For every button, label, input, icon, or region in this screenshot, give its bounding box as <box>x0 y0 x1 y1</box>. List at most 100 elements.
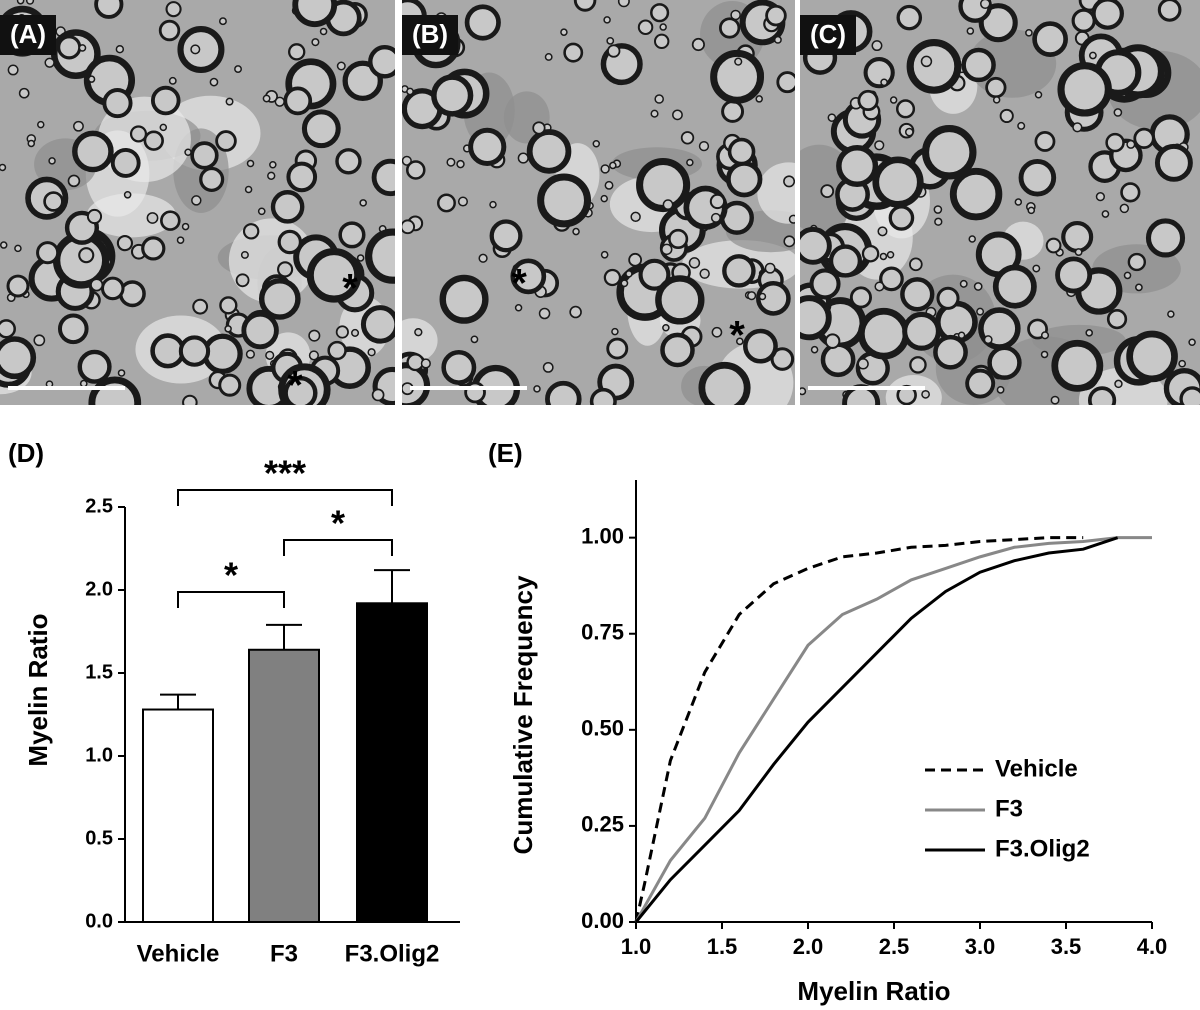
axon <box>809 268 841 300</box>
axon <box>743 328 778 364</box>
x-tick-label: 1.5 <box>707 934 738 959</box>
axon <box>336 61 346 71</box>
micrograph <box>402 0 795 405</box>
panel-label-bg <box>800 15 856 55</box>
axon <box>1074 248 1083 257</box>
axon <box>563 42 584 63</box>
axon <box>538 307 551 320</box>
axon <box>1014 198 1023 206</box>
asterisk: * <box>511 262 527 306</box>
series-line <box>634 536 1152 923</box>
axon <box>889 96 898 104</box>
micrograph <box>800 0 1200 405</box>
axon <box>691 37 705 52</box>
axon <box>886 251 895 259</box>
axon <box>1051 339 1104 392</box>
axon <box>756 281 791 316</box>
axon <box>820 184 835 198</box>
axon <box>1034 90 1043 99</box>
axon <box>824 333 841 349</box>
axon <box>709 193 726 210</box>
axon <box>464 4 501 41</box>
axon <box>202 333 243 375</box>
x-tick-label: 3.5 <box>1051 934 1082 959</box>
axon <box>371 158 395 197</box>
y-tick-label: 1.00 <box>581 523 624 548</box>
axon <box>672 109 683 121</box>
axon <box>661 243 673 256</box>
axon <box>874 281 885 292</box>
y-tick-label: 1.5 <box>85 661 113 683</box>
axon <box>441 349 477 385</box>
axon <box>78 247 95 264</box>
axon <box>265 350 275 360</box>
axon <box>921 389 930 399</box>
axon <box>159 123 168 132</box>
axon <box>190 44 201 55</box>
axon <box>877 226 888 237</box>
axon <box>489 219 523 253</box>
axon <box>437 193 456 213</box>
axon <box>1113 108 1123 117</box>
axon <box>258 278 301 320</box>
axon <box>319 27 328 36</box>
legend-label: Vehicle <box>995 755 1078 782</box>
axon <box>773 35 782 44</box>
axon <box>604 180 614 190</box>
axon <box>537 173 592 228</box>
axon <box>129 125 148 143</box>
axon <box>636 157 691 213</box>
axon <box>215 130 237 152</box>
axon <box>510 258 547 295</box>
axon <box>655 275 705 325</box>
axon <box>968 235 976 243</box>
axon <box>710 212 721 223</box>
axon <box>351 328 360 337</box>
axon <box>517 152 529 164</box>
axon <box>820 342 856 378</box>
axon <box>365 228 395 284</box>
axon <box>933 334 968 370</box>
axon <box>668 228 689 250</box>
axon <box>470 335 479 344</box>
axon <box>1157 0 1182 22</box>
axon <box>123 190 132 199</box>
series-line <box>634 536 1119 923</box>
axon <box>1114 379 1123 389</box>
axon <box>1188 338 1196 347</box>
legend-label: F3.Olig2 <box>995 835 1090 862</box>
axon <box>181 222 190 231</box>
axon <box>1178 359 1187 368</box>
axon <box>158 19 181 42</box>
axon <box>468 127 507 166</box>
axon <box>606 337 629 360</box>
panel-label: (C) <box>810 19 846 49</box>
axon <box>783 235 795 248</box>
axon <box>783 175 795 188</box>
axon <box>1127 252 1147 272</box>
axon <box>755 95 763 103</box>
axon <box>308 329 321 342</box>
axon <box>1071 8 1096 33</box>
axon <box>544 53 553 61</box>
axon <box>857 89 879 112</box>
axon <box>489 200 497 209</box>
axon <box>367 348 376 357</box>
axon <box>1085 329 1093 337</box>
axon <box>900 277 935 312</box>
asterisk: * <box>729 314 745 358</box>
x-tick-label: 2.5 <box>879 934 910 959</box>
significance-bracket <box>177 489 393 506</box>
axon <box>406 353 425 372</box>
axon <box>600 164 610 174</box>
asterisk: * <box>342 267 358 311</box>
axon <box>178 335 211 367</box>
axon <box>33 334 46 347</box>
y-tick-label: 2.5 <box>85 495 113 517</box>
axon <box>659 23 667 31</box>
panel-label: (E) <box>488 438 523 468</box>
axon <box>176 236 185 244</box>
x-tick-label: F3.Olig2 <box>345 940 440 967</box>
axon <box>572 227 580 236</box>
axon <box>262 94 271 103</box>
